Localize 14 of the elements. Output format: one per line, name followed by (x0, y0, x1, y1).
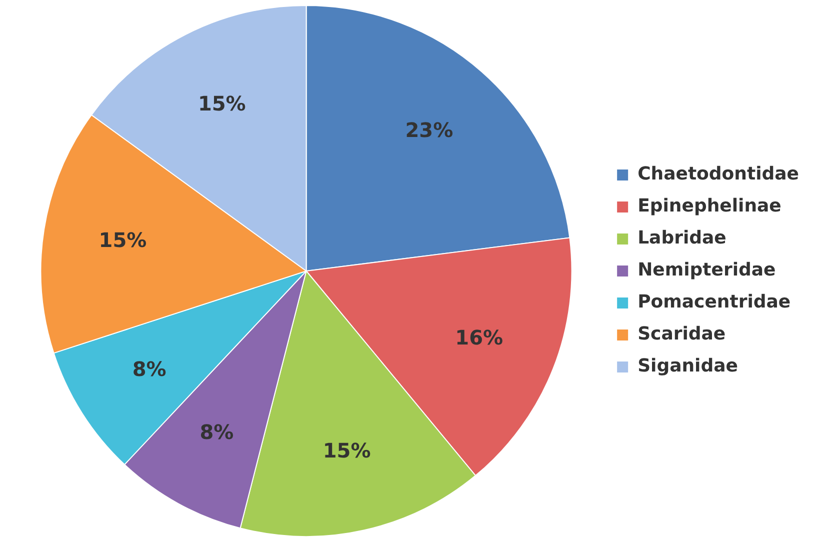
data-label: 15% (322, 438, 371, 463)
data-label: 8% (132, 356, 166, 381)
data-label: 15% (198, 92, 246, 116)
data-label: 8% (200, 420, 234, 444)
legend-label: Epinephelinae (638, 196, 782, 217)
legend-label: Siganidae (638, 356, 738, 377)
data-label: 16% (455, 326, 504, 350)
data-label: 15% (98, 228, 147, 252)
legend-label: Labridae (638, 228, 726, 249)
legend-label: Chaetodontidae (638, 164, 800, 185)
data-label: 23% (405, 118, 454, 142)
legend-label: Pomacentridae (638, 292, 791, 313)
legend-label: Nemipteridae (638, 260, 776, 281)
legend-label: Scaridae (638, 324, 726, 345)
